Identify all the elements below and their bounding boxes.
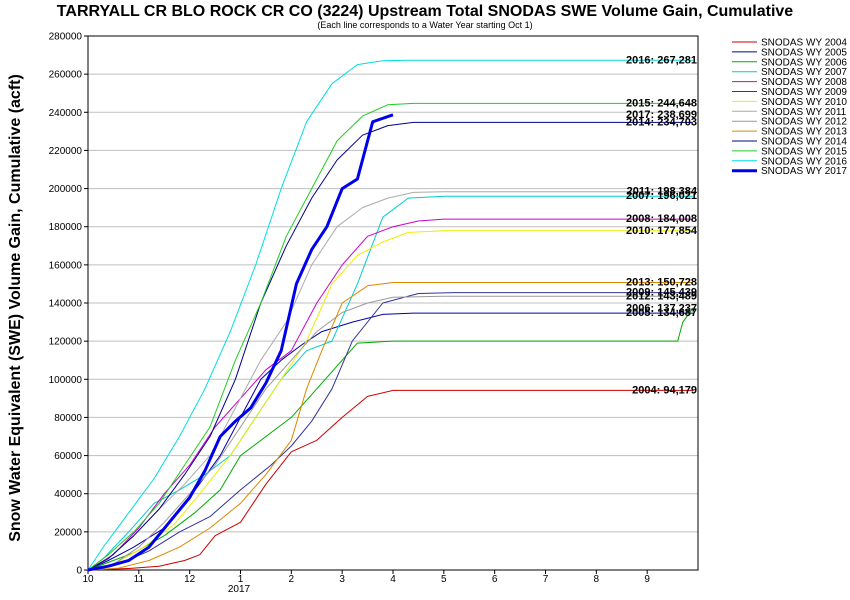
series-line-5 [87,292,693,571]
x-tick-label-1: 11 [134,574,145,585]
y-tick-label-13: 260000 [49,70,83,81]
legend-label-1: SNODAS WY 2005 [761,47,847,58]
x-tick-label-10: 8 [594,574,600,585]
end-label-13: 2017: 238,699 [626,109,697,121]
legend-label-2: SNODAS WY 2006 [761,57,847,68]
chart-title: TARRYALL CR BLO ROCK CR CO (3224) Upstre… [57,3,794,20]
legend-label-10: SNODAS WY 2014 [761,137,847,148]
y-tick-label-11: 220000 [49,146,83,157]
series-line-13 [87,113,394,572]
y-tick-label-5: 100000 [49,375,83,386]
y-tick-label-4: 80000 [54,413,82,424]
end-label-4: 2008: 184,008 [626,213,697,225]
x-tick-label-8: 6 [492,574,498,585]
chart-subtitle: (Each line corresponds to a Water Year s… [317,20,532,30]
series-line-10 [87,121,693,571]
y-tick-label-3: 60000 [54,451,82,462]
x-tick-label-6: 4 [390,574,396,585]
series-line-12 [87,59,693,571]
x-tick-label-0: 10 [82,574,94,585]
year-label: 2017 [228,584,251,595]
y-tick-label-0: 0 [76,566,82,577]
x-tick-label-9: 7 [543,574,549,585]
legend-label-13: SNODAS WY 2017 [761,166,847,177]
end-label-12: 2016: 267,281 [626,54,697,66]
x-tick-label-4: 2 [289,574,295,585]
legend-label-11: SNODAS WY 2015 [761,146,847,157]
end-label-1: 2005: 134,687 [626,307,697,319]
legend-label-4: SNODAS WY 2008 [761,77,847,88]
end-label-8: 2012: 143,489 [626,290,697,302]
x-tick-label-2: 12 [184,574,196,585]
legend-label-8: SNODAS WY 2012 [761,117,847,128]
end-label-0: 2004: 94,179 [632,384,697,396]
y-tick-label-2: 40000 [54,489,82,500]
y-tick-label-6: 120000 [49,337,83,348]
end-label-5: 2009: 145,439 [626,287,697,299]
end-label-9: 2013: 150,728 [626,277,697,289]
series-lines [87,59,694,572]
y-tick-label-9: 180000 [49,222,83,233]
y-tick-label-10: 200000 [49,184,83,195]
x-tick-label-7: 5 [441,574,447,585]
end-label-7: 2011: 198,384 [627,186,698,198]
series-line-1 [87,312,693,571]
legend-label-5: SNODAS WY 2009 [761,87,847,98]
y-tick-label-1: 20000 [54,527,82,538]
end-label-10: 2014: 234,703 [626,116,697,128]
legend-label-7: SNODAS WY 2011 [761,107,847,118]
end-label-11: 2015: 244,648 [626,97,697,109]
y-tick-label-14: 280000 [49,32,83,43]
series-line-3 [87,195,693,571]
end-label-2: 2006: 137,237 [626,302,697,314]
x-tick-label-3: 1 [238,574,244,585]
y-axis-ticks: 0 20000 40000 60000 80000 100000 120000 140000 1… [49,32,88,577]
end-label-3: 2007: 196,021 [626,190,697,202]
x-tick-label-5: 3 [339,574,345,585]
series-line-9 [87,282,693,571]
series-line-11 [87,102,693,571]
legend-label-12: SNODAS WY 2016 [761,156,847,167]
series-line-4 [87,218,693,571]
y-tick-label-8: 160000 [49,260,83,271]
legend-label-0: SNODAS WY 2004 [761,38,847,49]
end-label-6: 2010: 177,854 [626,225,698,237]
y-axis-label: Snow Water Equivalent (SWE) Volume Gain,… [7,74,24,542]
legend-label-3: SNODAS WY 2007 [761,67,847,78]
legend-label-9: SNODAS WY 2013 [761,127,847,138]
x-axis-ticks: 10 11 12 1 2 3 4 5 6 7 8 9 [82,570,650,585]
series-line-0 [87,389,693,571]
legend-label-6: SNODAS WY 2010 [761,97,847,108]
y-tick-label-7: 140000 [49,299,83,310]
grid-lines [88,35,698,571]
y-tick-label-12: 240000 [49,108,83,119]
series-line-2 [87,308,694,571]
x-tick-label-11: 9 [644,574,650,585]
series-line-8 [87,295,693,571]
